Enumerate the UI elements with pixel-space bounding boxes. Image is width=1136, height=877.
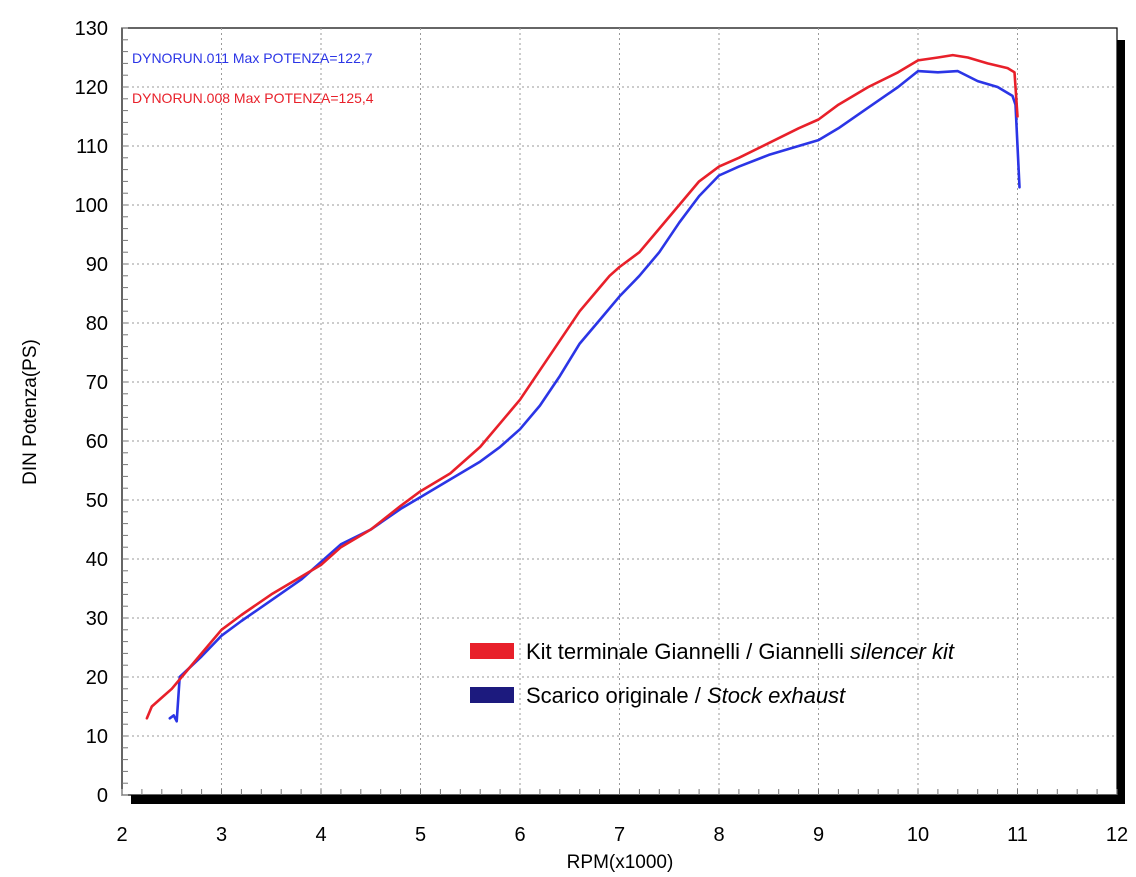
y-tick-label: 40 xyxy=(86,549,108,571)
y-axis-title: DIN Potenza(PS) xyxy=(20,339,41,485)
x-tick-label: 12 xyxy=(1106,824,1128,846)
annotation-run-011: DYNORUN.011 Max POTENZA=122,7 xyxy=(132,50,373,66)
y-tick-label: 100 xyxy=(75,195,108,217)
y-tick-label: 30 xyxy=(86,608,108,630)
y-tick-label: 90 xyxy=(86,254,108,276)
series-line-stock xyxy=(168,69,1021,723)
y-tick-label: 0 xyxy=(97,785,108,807)
legend-swatch-kit xyxy=(470,643,514,659)
y-tick-label: 130 xyxy=(75,18,108,40)
y-tick-label: 80 xyxy=(86,313,108,335)
x-tick-label: 7 xyxy=(614,824,625,846)
y-tick-label: 70 xyxy=(86,372,108,394)
legend-label-kit: Kit terminale Giannelli / Giannelli sile… xyxy=(526,639,955,664)
plot-area xyxy=(121,27,1118,796)
y-tick-label: 50 xyxy=(86,490,108,512)
legend-label-stock-plain: Scarico originale / xyxy=(526,683,707,708)
legend-swatch-stock xyxy=(470,687,514,703)
x-tick-label: 8 xyxy=(713,824,724,846)
legend-label-stock: Scarico originale / Stock exhaust xyxy=(526,683,846,708)
x-tick-label: 6 xyxy=(514,824,525,846)
legend-label-stock-italic: Stock exhaust xyxy=(707,683,846,708)
x-tick-label: 5 xyxy=(415,824,426,846)
annotation-run-008: DYNORUN.008 Max POTENZA=125,4 xyxy=(132,90,374,106)
x-tick-label: 10 xyxy=(907,824,929,846)
y-tick-label: 120 xyxy=(75,77,108,99)
plot-drop-shadow-right xyxy=(1116,40,1125,803)
legend: Kit terminale Giannelli / Giannelli sile… xyxy=(470,639,955,708)
x-axis-title: RPM(x1000) xyxy=(567,852,674,873)
y-tick-label: 60 xyxy=(86,431,108,453)
x-tick-label: 11 xyxy=(1007,824,1028,846)
x-tick-labels: 2 3 4 5 6 7 8 9 10 11 12 xyxy=(116,824,1128,846)
y-tick-label: 110 xyxy=(76,136,108,158)
series-line-kit xyxy=(145,53,1019,720)
y-tick-label: 20 xyxy=(86,667,108,689)
y-tick-labels: 0 10 20 30 40 50 60 70 80 90 100 110 120 130 xyxy=(75,18,108,807)
x-tick-label: 4 xyxy=(315,824,326,846)
legend-label-kit-italic: silencer kit xyxy=(850,639,955,664)
plot-drop-shadow-bottom xyxy=(131,794,1125,804)
x-tick-label: 9 xyxy=(813,824,824,846)
series-lines xyxy=(145,53,1021,723)
y-tick-label: 10 xyxy=(86,726,108,748)
x-tick-label: 2 xyxy=(116,824,127,846)
axis-minor-ticks xyxy=(121,27,1118,796)
x-tick-label: 3 xyxy=(216,824,227,846)
grid-lines xyxy=(122,28,1117,795)
legend-label-kit-plain: Kit terminale Giannelli / Giannelli xyxy=(526,639,850,664)
